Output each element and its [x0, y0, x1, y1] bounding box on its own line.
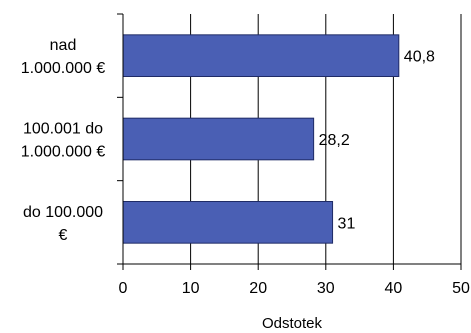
- category-label-line: €: [59, 227, 68, 244]
- bars: [122, 34, 400, 244]
- x-tick-label: 30: [317, 280, 335, 297]
- category-label: do 100.000 €: [23, 204, 103, 244]
- category-label: 100.001 do 1.000.000 €: [21, 121, 106, 161]
- category-label: nad 1.000.000 €: [21, 37, 106, 77]
- x-tick-label: 50: [452, 280, 470, 297]
- bar: [122, 117, 315, 161]
- category-label-line: do 100.000: [23, 204, 103, 221]
- category-label-line: 1.000.000 €: [21, 60, 106, 77]
- data-label: 40,8: [404, 49, 435, 66]
- category-label-line: 1.000.000 €: [21, 144, 106, 161]
- data-label: 28,2: [319, 132, 350, 149]
- category-labels: nad 1.000.000 € 100.001 do 1.000.000 € do 10…: [21, 37, 106, 244]
- bar: [122, 34, 400, 77]
- category-label-line: nad: [50, 37, 77, 54]
- category-label-line: 100.001 do: [23, 121, 103, 138]
- data-label: 31: [338, 215, 356, 232]
- x-axis-title: Odstotek: [262, 315, 323, 332]
- x-tick-label: 20: [249, 280, 267, 297]
- x-tick-label: 0: [119, 280, 128, 297]
- x-tick-label: 10: [182, 280, 200, 297]
- axes: [117, 13, 461, 265]
- x-ticks: 0 10 20 30 40 50: [119, 264, 470, 297]
- x-tick-label: 40: [385, 280, 403, 297]
- bar: [122, 201, 334, 244]
- data-labels: 40,8 28,2 31: [319, 49, 435, 233]
